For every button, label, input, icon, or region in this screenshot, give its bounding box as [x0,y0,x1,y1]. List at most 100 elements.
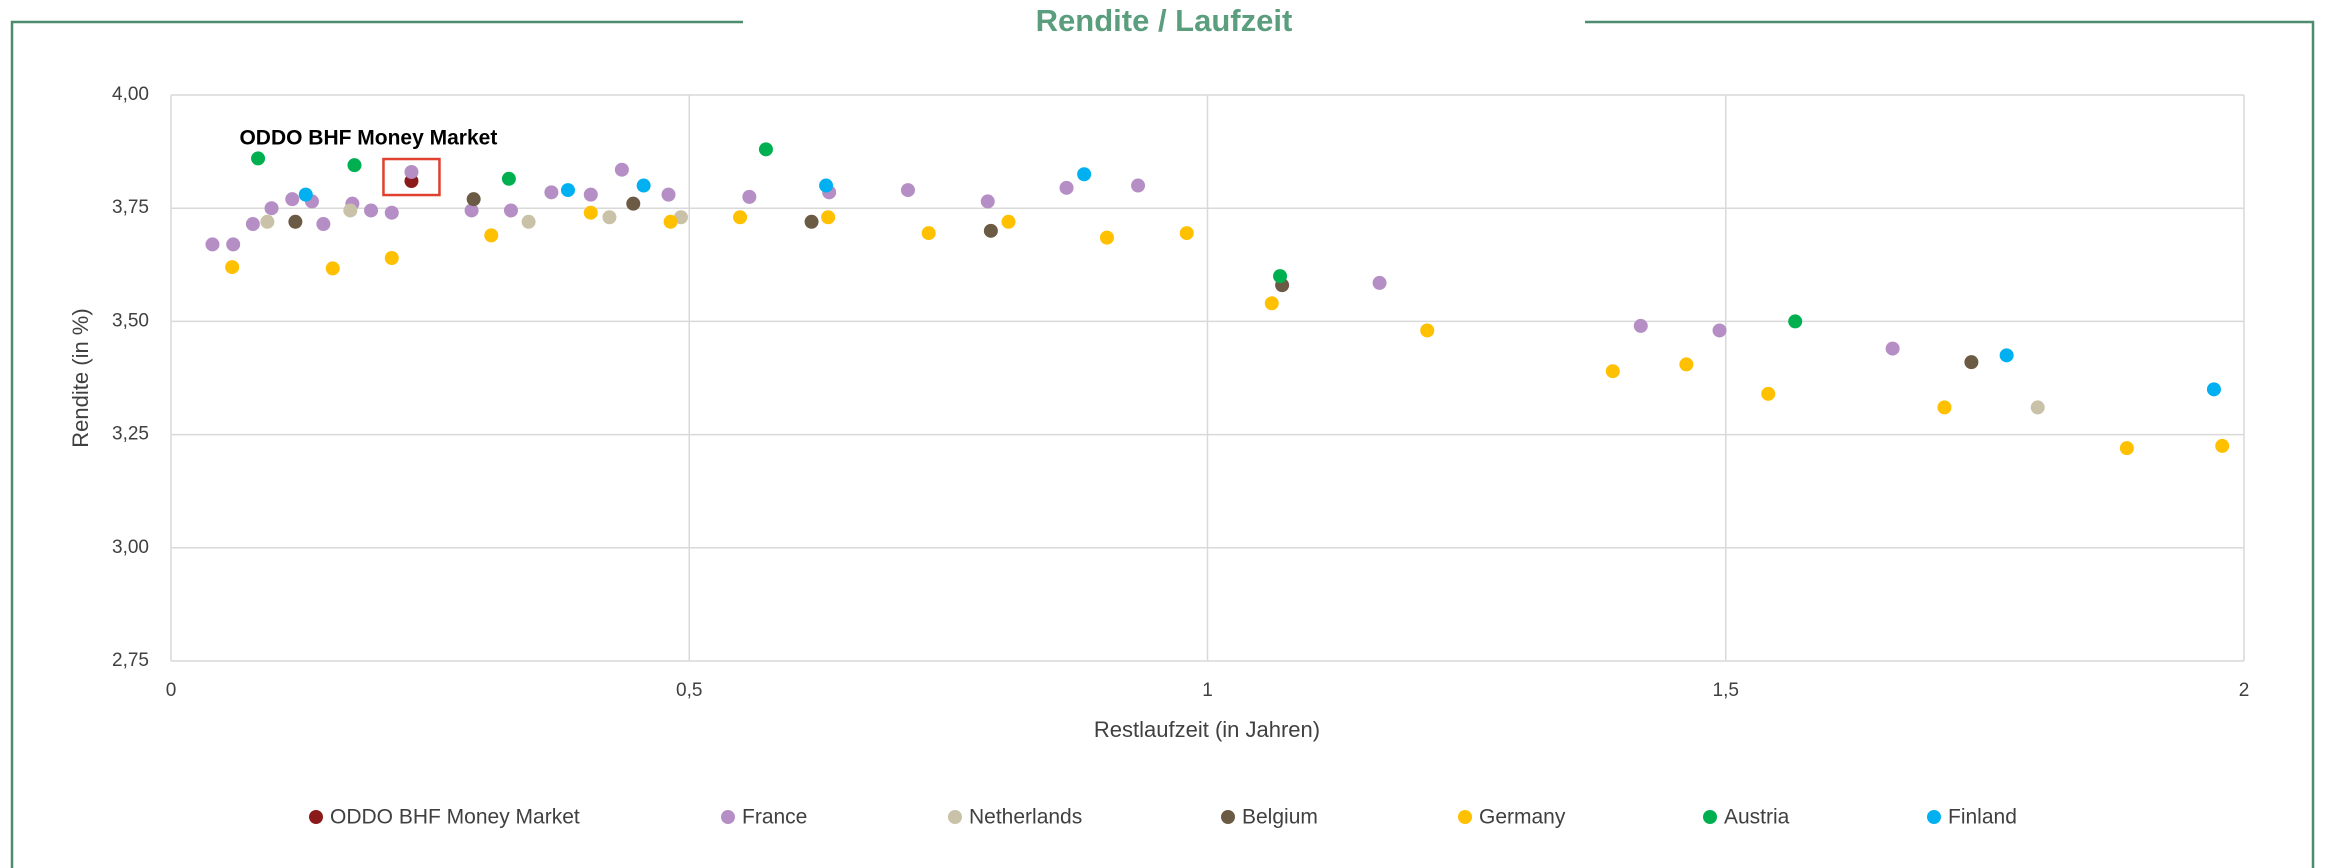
data-point [614,162,629,177]
data-point [1999,348,2014,363]
data-point [980,194,995,209]
data-point [245,217,260,232]
data-point [1712,323,1727,338]
data-point [1679,357,1694,372]
data-point [921,226,936,241]
data-point [1077,167,1092,182]
y-tick-label: 4,00 [112,84,149,105]
data-point [1885,341,1900,356]
x-tick-label: 2 [2239,680,2250,701]
data-point [983,223,998,238]
x-tick-label: 1,5 [1713,680,1739,701]
data-point [466,192,481,207]
data-point [1273,269,1288,284]
x-axis-label: Restlaufzeit (in Jahren) [1094,717,1320,742]
legend-marker [948,810,962,824]
data-point [205,237,220,252]
data-point [484,228,499,243]
data-point [225,260,240,275]
frame [10,20,2315,868]
data-point [900,183,915,198]
data-point [804,214,819,229]
data-point [821,210,836,225]
data-point [2119,441,2134,456]
legend-marker [309,810,323,824]
data-point [464,203,479,218]
data-point [384,205,399,220]
data-point [1179,226,1194,241]
data-point [560,183,575,198]
data-point [602,210,617,225]
legend-label: Netherlands [969,806,1082,829]
data-point [819,178,834,193]
data-point [364,203,379,218]
data-point [521,214,536,229]
data-point [251,151,266,166]
data-point [347,158,362,173]
chart-title: Rendite / Laufzeit [1036,3,1293,38]
y-tick-label: 3,75 [112,197,149,218]
data-point [663,214,678,229]
data-point [544,185,559,200]
legend-marker [1458,810,1472,824]
legend-marker [721,810,735,824]
data-point [298,187,313,202]
x-tick-label: 0 [166,680,177,701]
legend-label: ODDO BHF Money Market [330,806,580,829]
data-point [1372,275,1387,290]
data-point [583,187,598,202]
data-point [1001,214,1016,229]
data-point [384,251,399,266]
data-point [1937,400,1952,415]
data-point [1264,296,1279,311]
legend-marker [1927,810,1941,824]
data-point [758,142,773,157]
y-tick-label: 3,00 [112,537,149,558]
data-point [264,201,279,216]
data-point [325,261,340,276]
legend-label: Austria [1724,806,1790,829]
legend-marker [1703,810,1717,824]
data-point [2206,382,2221,397]
data-point [1761,386,1776,401]
data-point [626,196,641,211]
data-point [1964,355,1979,370]
y-tick-label: 3,50 [112,310,149,331]
data-point [260,214,275,229]
data-point [1059,180,1074,195]
data-point [1131,178,1146,193]
x-tick-label: 1 [1202,680,1213,701]
data-point [1420,323,1435,338]
data-point [316,217,331,232]
legend-label: Finland [1948,806,2017,829]
data-point [226,237,241,252]
data-point [1605,364,1620,379]
data-point [742,189,757,204]
x-tick-label: 0,5 [676,680,702,701]
data-point [1099,230,1114,245]
data-point [583,205,598,220]
data-point [404,164,419,179]
data-point [288,214,303,229]
legend-label: Belgium [1242,806,1318,829]
data-point [343,203,358,218]
data-point [636,178,651,193]
legend-label: France [742,806,807,829]
highlight-box [382,157,441,197]
legend-marker [1221,810,1235,824]
y-axis-label: Rendite (in %) [68,308,93,447]
data-point [661,187,676,202]
data-point [285,192,300,207]
data-point [1633,318,1648,333]
y-tick-label: 3,25 [112,424,149,445]
data-point [1788,314,1803,329]
y-tick-label: 2,75 [112,650,149,671]
data-point [501,171,516,186]
data-point [2030,400,2045,415]
legend-label: Germany [1479,806,1566,829]
data-point [2215,438,2230,453]
data-point [503,203,518,218]
data-point [733,210,748,225]
annotation: ODDO BHF Money Market [239,127,497,150]
